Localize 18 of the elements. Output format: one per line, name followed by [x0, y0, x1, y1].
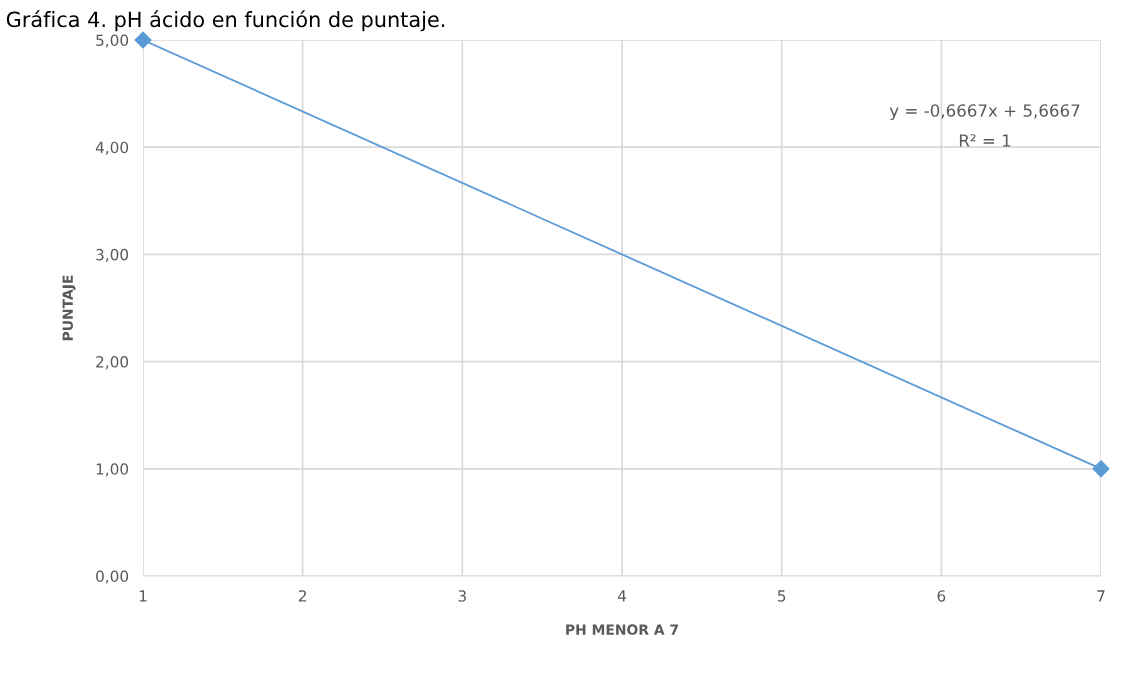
annotation: y = -0,6667x + 5,6667	[889, 104, 1080, 121]
y-axis-title: PUNTAJE	[62, 275, 76, 341]
y-tick-label: 4,00	[95, 141, 129, 155]
y-tick-label: 0,00	[96, 570, 129, 584]
annotation: R² = 1	[959, 134, 1011, 147]
x-tick-label: 2	[298, 590, 306, 602]
x-tick-label: 4	[617, 590, 626, 602]
y-tick-label: 3,00	[96, 248, 129, 262]
x-tick-label: 5	[777, 590, 786, 602]
y-tick-label: 1,00	[96, 463, 129, 477]
y-tick-label: 5,00	[96, 34, 129, 48]
x-tick-label: 7	[1097, 590, 1105, 602]
x-tick-label: 6	[937, 590, 946, 602]
x-axis-title: PH MENOR A 7	[566, 624, 678, 635]
y-tick-label: 2,00	[96, 356, 129, 370]
chart-title: Gráfica 4. pH ácido en función de puntaje.	[6, 10, 445, 32]
x-tick-label: 3	[458, 590, 466, 602]
x-tick-label: 1	[139, 590, 147, 602]
